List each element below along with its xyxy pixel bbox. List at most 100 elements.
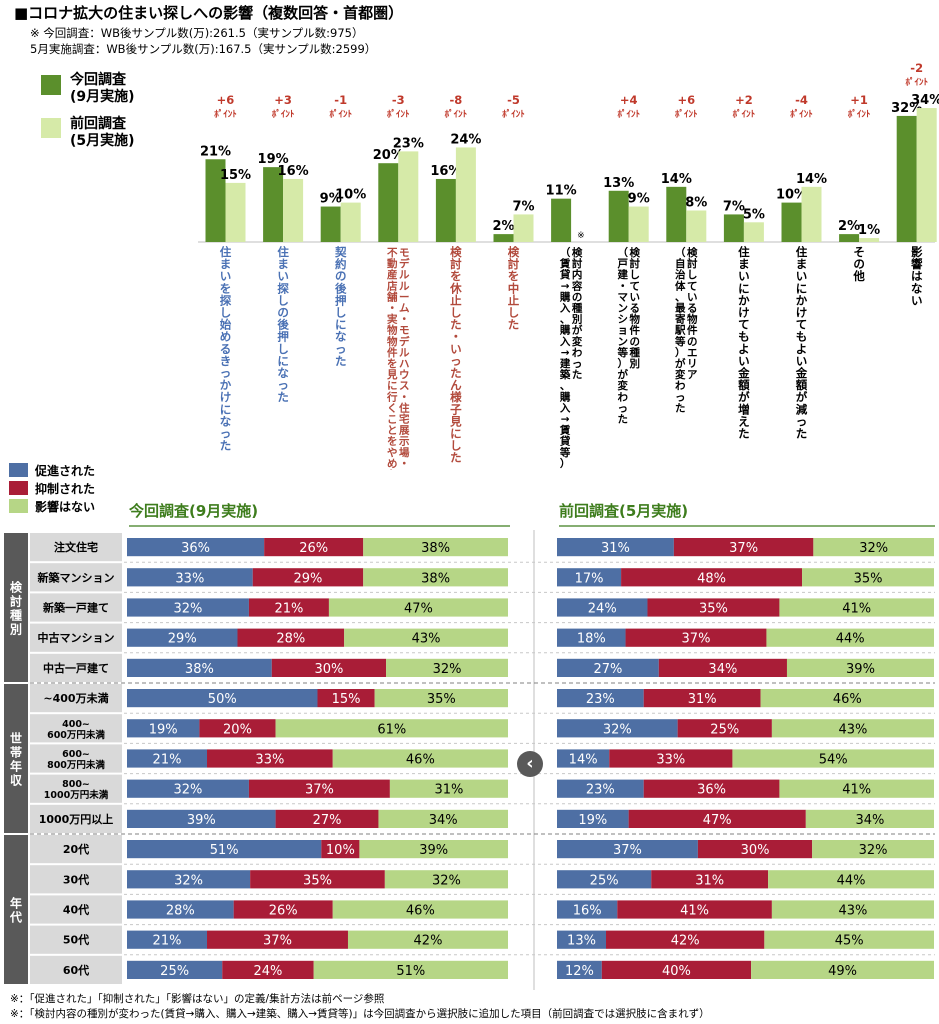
svg-text:・: ・ bbox=[387, 303, 398, 315]
svg-text:し: し bbox=[629, 269, 640, 281]
svg-text:契: 契 bbox=[334, 245, 347, 259]
stack-segment-current bbox=[359, 840, 508, 859]
segment-label: 41% bbox=[842, 783, 871, 798]
svg-text:に: に bbox=[738, 281, 750, 295]
svg-text:（: （ bbox=[675, 246, 686, 259]
svg-text:て: て bbox=[687, 280, 698, 292]
segment-label: 44% bbox=[836, 632, 865, 647]
svg-text:た: た bbox=[450, 451, 462, 465]
svg-text:っ: っ bbox=[572, 358, 583, 370]
diff-unit: ﾎﾟｲﾝﾄ bbox=[502, 108, 525, 120]
bar-previous bbox=[743, 222, 764, 242]
svg-text:な: な bbox=[277, 366, 289, 380]
category-label: 検討内容の種別が変わった（賃貸→購入、購入→建築、購入→賃貸等） bbox=[559, 246, 583, 470]
svg-text:の: の bbox=[853, 257, 865, 271]
svg-text:い: い bbox=[796, 269, 808, 283]
stack-segment-previous bbox=[628, 809, 806, 828]
stack-segment-previous bbox=[609, 749, 733, 768]
svg-text:ま: ま bbox=[220, 257, 232, 271]
stack-segment-current bbox=[313, 960, 508, 979]
segment-label: 33% bbox=[175, 571, 204, 586]
row-label-cell bbox=[30, 593, 122, 622]
segment-label: 38% bbox=[185, 662, 214, 677]
bar-current bbox=[263, 167, 284, 242]
svg-text:が: が bbox=[572, 324, 583, 337]
stack-segment-previous bbox=[771, 719, 934, 738]
svg-text:ル: ル bbox=[399, 280, 410, 292]
group-label: 収 bbox=[10, 774, 23, 788]
segment-label: 23% bbox=[586, 692, 615, 707]
svg-text:額: 額 bbox=[795, 378, 808, 392]
svg-text:ス: ス bbox=[399, 380, 410, 392]
diff-unit: ﾎﾟｲﾝﾄ bbox=[905, 76, 928, 88]
svg-text:（: （ bbox=[560, 246, 571, 259]
row-label-cell bbox=[30, 623, 122, 652]
segment-label: 33% bbox=[255, 753, 284, 768]
stack-segment-previous bbox=[601, 960, 752, 979]
row-label: 600万円未満 bbox=[47, 729, 105, 741]
stack-segment-previous bbox=[557, 840, 698, 859]
stack-segment-previous bbox=[557, 779, 644, 798]
diff-label: -8 bbox=[450, 93, 463, 107]
svg-text:マ: マ bbox=[617, 291, 628, 303]
svg-text:住: 住 bbox=[399, 401, 410, 414]
data-label: 2% bbox=[492, 219, 514, 234]
segment-label: 51% bbox=[210, 843, 239, 858]
segment-label: 42% bbox=[671, 934, 700, 949]
segment-label: 21% bbox=[153, 934, 182, 949]
stack-segment-current bbox=[127, 930, 208, 949]
data-label: 15% bbox=[220, 168, 251, 183]
bar-current bbox=[896, 115, 917, 242]
svg-text:産: 産 bbox=[387, 268, 398, 281]
svg-text:し: し bbox=[335, 306, 347, 320]
data-label: 10% bbox=[776, 188, 807, 203]
diff-label: -3 bbox=[392, 93, 405, 107]
stack-segment-current bbox=[378, 809, 508, 828]
group-label: 検 bbox=[10, 580, 23, 595]
segment-label: 28% bbox=[276, 632, 305, 647]
svg-text:た: た bbox=[572, 369, 583, 381]
svg-text:し: し bbox=[687, 269, 698, 281]
segment-label: 21% bbox=[274, 602, 303, 617]
svg-text:・: ・ bbox=[399, 458, 410, 470]
segment-label: 37% bbox=[305, 783, 334, 798]
svg-text:貸: 貸 bbox=[559, 435, 571, 448]
prev-page-button[interactable]: ‹ bbox=[517, 751, 543, 777]
svg-text:自: 自 bbox=[675, 257, 686, 270]
stack-segment-current bbox=[127, 809, 276, 828]
footnote-1: ※：「促進された」「抑制された」「影響はない」の定義/集計方法は前ページ参照 bbox=[10, 993, 385, 1005]
svg-text:貸: 貸 bbox=[559, 268, 571, 281]
svg-text:っ: っ bbox=[335, 342, 347, 356]
diff-label: -2 bbox=[910, 61, 923, 75]
segment-label: 27% bbox=[313, 813, 342, 828]
svg-text:約: 約 bbox=[335, 257, 347, 271]
category-label: その他 bbox=[852, 245, 865, 283]
row-label: 注文住宅 bbox=[54, 540, 98, 554]
svg-text:押: 押 bbox=[277, 330, 289, 344]
segment-label: 15% bbox=[332, 692, 361, 707]
diff-label: +6 bbox=[677, 93, 695, 107]
svg-text:・: ・ bbox=[399, 391, 410, 403]
svg-text:た: た bbox=[508, 318, 520, 332]
group-label: 討 bbox=[10, 594, 22, 609]
segment-label: 21% bbox=[153, 753, 182, 768]
data-label: 21% bbox=[200, 144, 231, 159]
segment-label: 20% bbox=[223, 722, 252, 737]
bar-previous bbox=[859, 238, 880, 242]
svg-text:て: て bbox=[738, 318, 750, 332]
stack-segment-previous bbox=[673, 538, 814, 557]
data-label: 24% bbox=[450, 132, 481, 147]
svg-text:っ: っ bbox=[220, 427, 232, 441]
svg-text:等: 等 bbox=[616, 346, 628, 359]
segment-label: 32% bbox=[859, 541, 888, 556]
segment-label: 46% bbox=[406, 904, 435, 919]
svg-text:止: 止 bbox=[508, 293, 520, 307]
stack-segment-current bbox=[127, 870, 251, 889]
data-label: 10% bbox=[335, 188, 366, 203]
segment-label: 24% bbox=[588, 602, 617, 617]
bar-current bbox=[839, 234, 860, 242]
panel-title-previous: 前回調査(5月実施) bbox=[559, 502, 688, 520]
svg-text:を: を bbox=[387, 436, 398, 448]
segment-label: 32% bbox=[174, 873, 203, 888]
